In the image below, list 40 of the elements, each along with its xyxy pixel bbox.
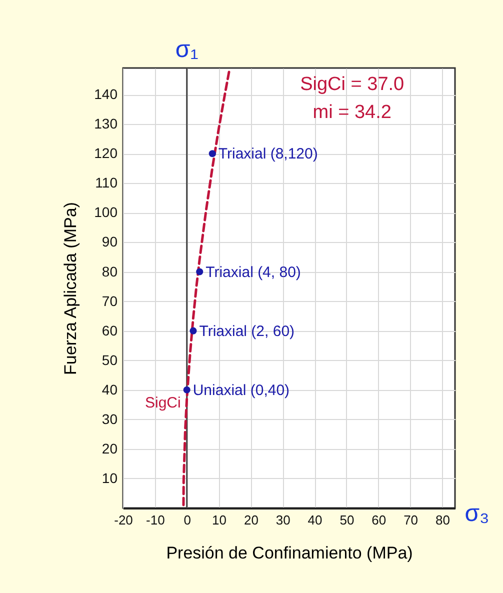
annotation: mi = 34.2 (312, 102, 392, 123)
x-tick-label: 80 (435, 512, 450, 528)
x-tick-label: 70 (404, 512, 418, 528)
y-tick-label: 10 (102, 470, 118, 486)
text: σ₃ (464, 500, 490, 527)
x-tick-label: -10 (146, 512, 165, 528)
annotation: Uniaxial (0,40) (192, 382, 290, 399)
point (190, 327, 197, 334)
y-tick-label: 130 (94, 116, 118, 132)
y-tick-label: 70 (102, 292, 118, 309)
y-tick-label: 90 (102, 234, 118, 250)
y-tick-label: 120 (94, 145, 118, 162)
point (208, 150, 216, 158)
x-tick-label: 0 (184, 512, 191, 528)
point (196, 268, 204, 276)
y-axis-title: Fuerza Aplicada (MPa) (61, 202, 80, 375)
x-tick-label: 10 (212, 512, 227, 528)
annotation: SigCi = 37.0 (300, 74, 404, 95)
annotation: Triaxial (2, 60) (199, 322, 295, 340)
annotation: SigCi (144, 394, 181, 412)
y-tick-label: 140 (94, 86, 118, 102)
x-tick-label: 50 (340, 512, 354, 528)
text: σ₁ (175, 36, 198, 63)
y-tick-label: 110 (95, 174, 118, 191)
y-tick-label: 50 (102, 352, 118, 368)
annotation: Triaxial (8,120) (218, 146, 318, 163)
x-tick-label: 60 (372, 512, 386, 528)
y-tick-label: 60 (102, 322, 118, 338)
point (183, 386, 190, 394)
x-tick-label: 30 (276, 512, 290, 528)
x-tick-label: 20 (244, 512, 258, 528)
y-tick-label: 20 (102, 440, 118, 456)
x-tick-label: 40 (308, 512, 322, 528)
y-tick-label: 40 (102, 381, 118, 398)
y-tick-label: 30 (102, 410, 118, 427)
annotation: Triaxial (4, 80) (206, 264, 301, 281)
x-axis-title: Presión de Confinamiento (MPa) (166, 544, 413, 562)
y-tick-label: 80 (102, 263, 118, 280)
y-tick-label: 100 (94, 204, 118, 220)
x-tick-label: -20 (114, 512, 133, 528)
